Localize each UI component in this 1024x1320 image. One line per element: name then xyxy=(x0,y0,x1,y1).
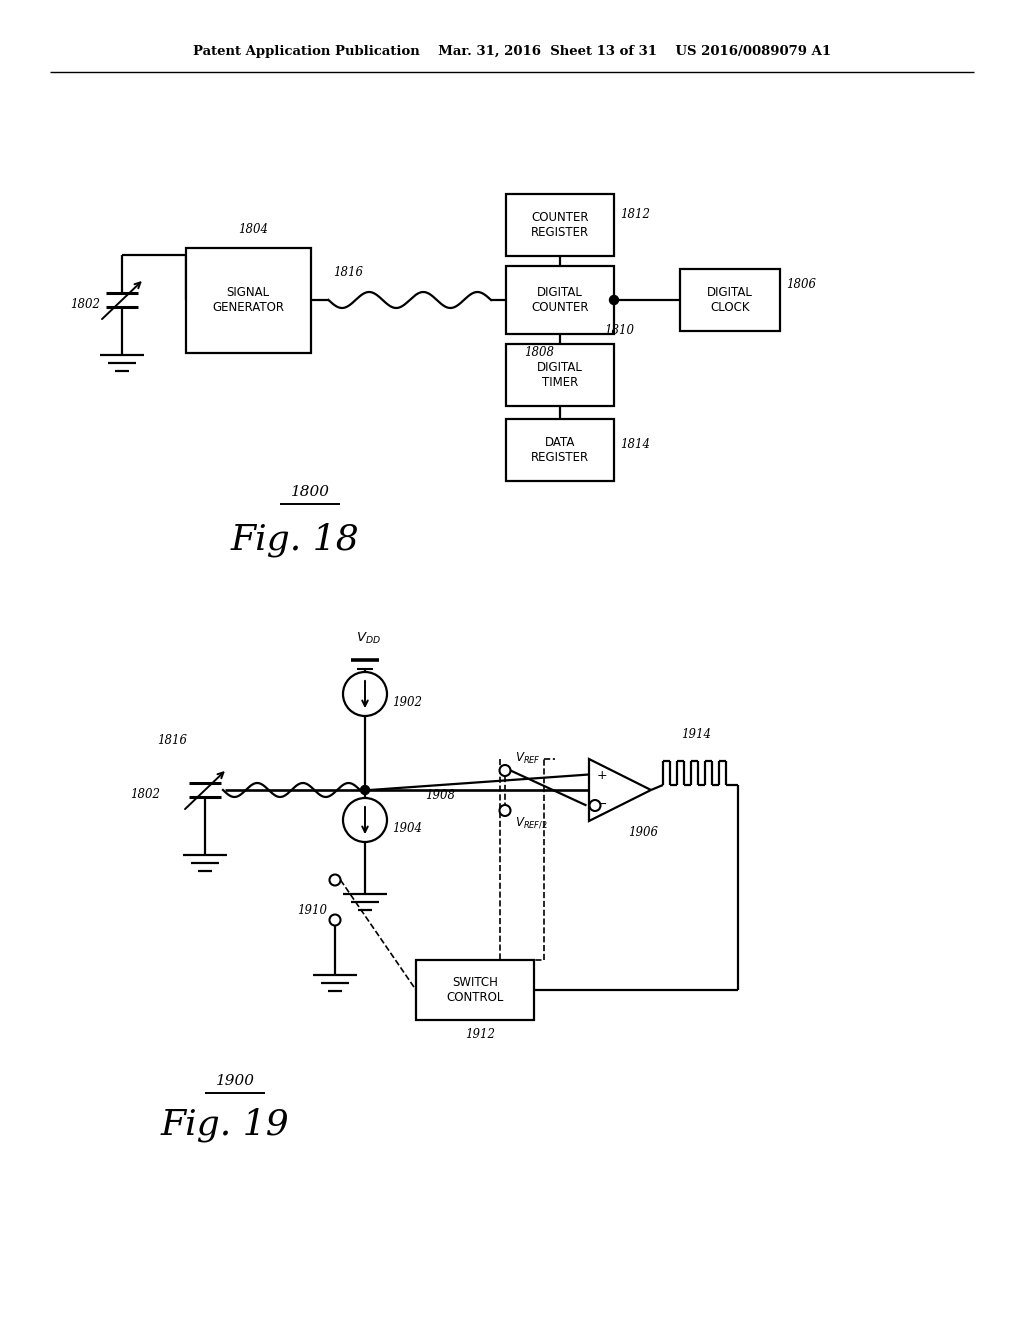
Text: 1816: 1816 xyxy=(334,265,364,279)
Text: 1814: 1814 xyxy=(620,438,650,451)
Bar xyxy=(506,345,614,407)
Text: DIGITAL
CLOCK: DIGITAL CLOCK xyxy=(707,286,753,314)
Text: 1902: 1902 xyxy=(392,696,422,709)
Text: 1812: 1812 xyxy=(620,209,650,222)
Circle shape xyxy=(609,296,618,305)
Text: Fig. 19: Fig. 19 xyxy=(161,1107,290,1142)
Text: 1806: 1806 xyxy=(786,279,816,292)
Text: 1804: 1804 xyxy=(238,223,268,236)
Text: $\mathit{V}_{REF}$: $\mathit{V}_{REF}$ xyxy=(515,750,541,766)
Bar xyxy=(506,418,614,480)
Text: 1816: 1816 xyxy=(157,734,187,747)
Text: −: − xyxy=(597,799,607,810)
Text: 1808: 1808 xyxy=(524,346,554,359)
Text: $\mathit{V}_{DD}$: $\mathit{V}_{DD}$ xyxy=(355,631,381,645)
Circle shape xyxy=(500,766,511,776)
Bar xyxy=(680,269,780,331)
Text: Fig. 18: Fig. 18 xyxy=(230,523,359,557)
Polygon shape xyxy=(589,759,651,821)
Text: 1900: 1900 xyxy=(215,1074,255,1088)
Text: DATA
REGISTER: DATA REGISTER xyxy=(530,436,589,465)
Bar xyxy=(506,194,614,256)
Circle shape xyxy=(500,805,511,816)
Text: SWITCH
CONTROL: SWITCH CONTROL xyxy=(446,975,504,1005)
Text: 1906: 1906 xyxy=(628,826,658,840)
Text: DIGITAL
TIMER: DIGITAL TIMER xyxy=(537,360,583,389)
Text: +: + xyxy=(597,770,607,781)
Text: 1810: 1810 xyxy=(604,323,634,337)
Text: SIGNAL
GENERATOR: SIGNAL GENERATOR xyxy=(212,286,284,314)
Text: COUNTER
REGISTER: COUNTER REGISTER xyxy=(530,211,589,239)
Text: 1802: 1802 xyxy=(130,788,160,801)
Circle shape xyxy=(330,874,341,886)
Text: 1910: 1910 xyxy=(297,903,327,916)
Bar xyxy=(506,267,614,334)
Circle shape xyxy=(330,915,341,925)
Text: 1800: 1800 xyxy=(291,484,330,499)
Text: Patent Application Publication    Mar. 31, 2016  Sheet 13 of 31    US 2016/00890: Patent Application Publication Mar. 31, … xyxy=(193,45,831,58)
Circle shape xyxy=(590,800,600,810)
Text: 1912: 1912 xyxy=(465,1027,495,1040)
Text: 1914: 1914 xyxy=(681,729,711,742)
Text: DIGITAL
COUNTER: DIGITAL COUNTER xyxy=(531,286,589,314)
Circle shape xyxy=(343,672,387,715)
Text: $\mathit{V}_{REF/2}$: $\mathit{V}_{REF/2}$ xyxy=(515,816,548,830)
Text: 1908: 1908 xyxy=(425,789,455,803)
Circle shape xyxy=(360,785,370,795)
Bar xyxy=(185,248,310,352)
Circle shape xyxy=(343,799,387,842)
Bar xyxy=(416,960,534,1020)
Text: 1802: 1802 xyxy=(70,298,100,312)
Text: 1904: 1904 xyxy=(392,821,422,834)
